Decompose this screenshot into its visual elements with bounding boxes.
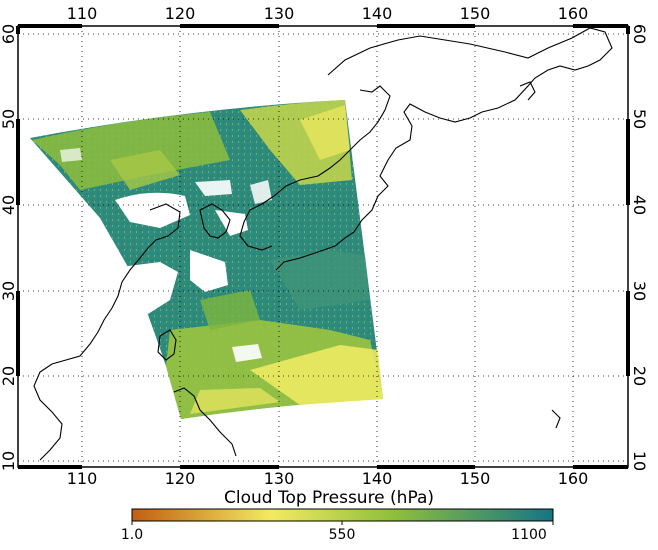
lon-label-top-160: 160 [558, 4, 589, 23]
lat-label-left-30: 30 [0, 281, 18, 301]
lon-label-bottom-160: 160 [558, 469, 589, 488]
lon-label-bottom-120: 120 [165, 469, 196, 488]
lat-label-right-60: 60 [630, 24, 649, 44]
lat-label-right-30: 30 [630, 281, 649, 301]
lat-label-left-50: 50 [0, 109, 18, 129]
lat-label-left-40: 40 [0, 195, 18, 215]
satellite-swath [30, 100, 383, 419]
colorbar-ticks [131, 521, 554, 525]
colorbar-label-max: 1100 [511, 527, 547, 543]
lat-label-right-50: 50 [630, 109, 649, 129]
graticule [18, 26, 628, 467]
lon-label-top-150: 150 [460, 4, 491, 23]
lat-label-left-60: 60 [0, 24, 18, 44]
colorbar-label-min: 1.0 [121, 527, 143, 543]
lon-label-bottom-130: 130 [264, 469, 295, 488]
lon-label-top-140: 140 [362, 4, 393, 23]
lon-label-bottom-150: 150 [460, 469, 491, 488]
colorbar [131, 508, 554, 522]
lon-label-bottom-110: 110 [67, 469, 98, 488]
lon-label-top-130: 130 [264, 4, 295, 23]
frame-border-ticks [16, 24, 630, 469]
lat-label-left-20: 20 [0, 366, 18, 386]
lon-label-top-120: 120 [165, 4, 196, 23]
lon-label-bottom-140: 140 [362, 469, 393, 488]
colorbar-label-mid: 550 [329, 527, 356, 543]
plot-frame [17, 25, 629, 468]
lat-label-right-20: 20 [630, 366, 649, 386]
lat-label-right-40: 40 [630, 195, 649, 215]
lat-label-left-10: 10 [0, 451, 18, 471]
coastlines [33, 27, 613, 461]
lon-label-top-110: 110 [67, 4, 98, 23]
colorbar-title: Cloud Top Pressure (hPa) [224, 488, 434, 508]
lat-label-right-10: 10 [630, 451, 649, 471]
